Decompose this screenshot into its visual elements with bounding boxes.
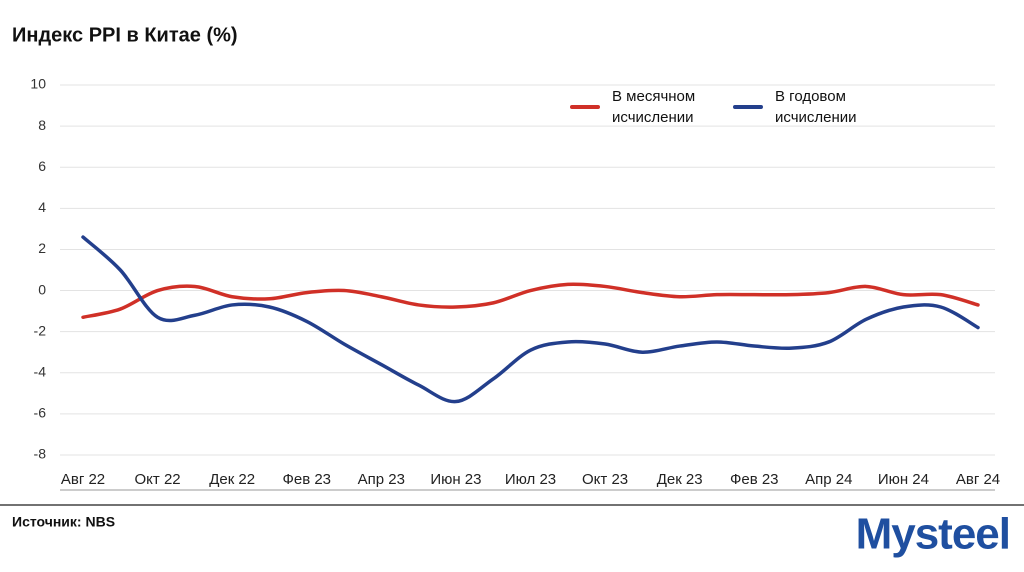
y-tick-label: -2 (34, 322, 47, 338)
x-tick-label: Июн 24 (878, 471, 929, 488)
x-tick-label: Фев 23 (730, 471, 779, 488)
y-tick-label: -6 (34, 405, 47, 421)
y-tick-label: -8 (34, 446, 47, 462)
x-tick-label: Июл 23 (505, 471, 556, 488)
line (81, 235, 980, 404)
legend-label: В годовом исчислении (775, 88, 857, 126)
y-tick-label: 0 (38, 281, 46, 297)
x-tick-label: Апр 24 (805, 471, 852, 488)
x-tick-label: Дек 23 (657, 471, 703, 488)
y-tick-label: 4 (38, 199, 46, 215)
legend-label: В месячном исчислении (612, 88, 696, 126)
x-tick-label: Окт 23 (582, 471, 628, 488)
x-tick-label: Авг 24 (956, 471, 1000, 488)
y-tick-label: -4 (34, 363, 47, 379)
line (81, 282, 980, 320)
x-tick-label: Дек 22 (209, 471, 255, 488)
x-tick-label: Июн 23 (430, 471, 481, 488)
y-tick-label: 2 (38, 240, 46, 256)
x-tick-label: Авг 22 (61, 471, 105, 488)
y-tick-label: 6 (38, 158, 46, 174)
x-tick-label: Апр 23 (358, 471, 405, 488)
y-tick-label: 10 (30, 76, 46, 92)
source: Источник: NBS (12, 514, 115, 530)
legend-swatch (733, 105, 763, 109)
legend-swatch (570, 105, 600, 109)
x-tick-label: Фев 23 (282, 471, 331, 488)
x-tick-label: Окт 22 (135, 471, 181, 488)
y-tick-label: 8 (38, 117, 46, 133)
logo: Mysteel (856, 510, 1010, 559)
chart-title: Индекс PPI в Китае (%) (12, 24, 238, 46)
